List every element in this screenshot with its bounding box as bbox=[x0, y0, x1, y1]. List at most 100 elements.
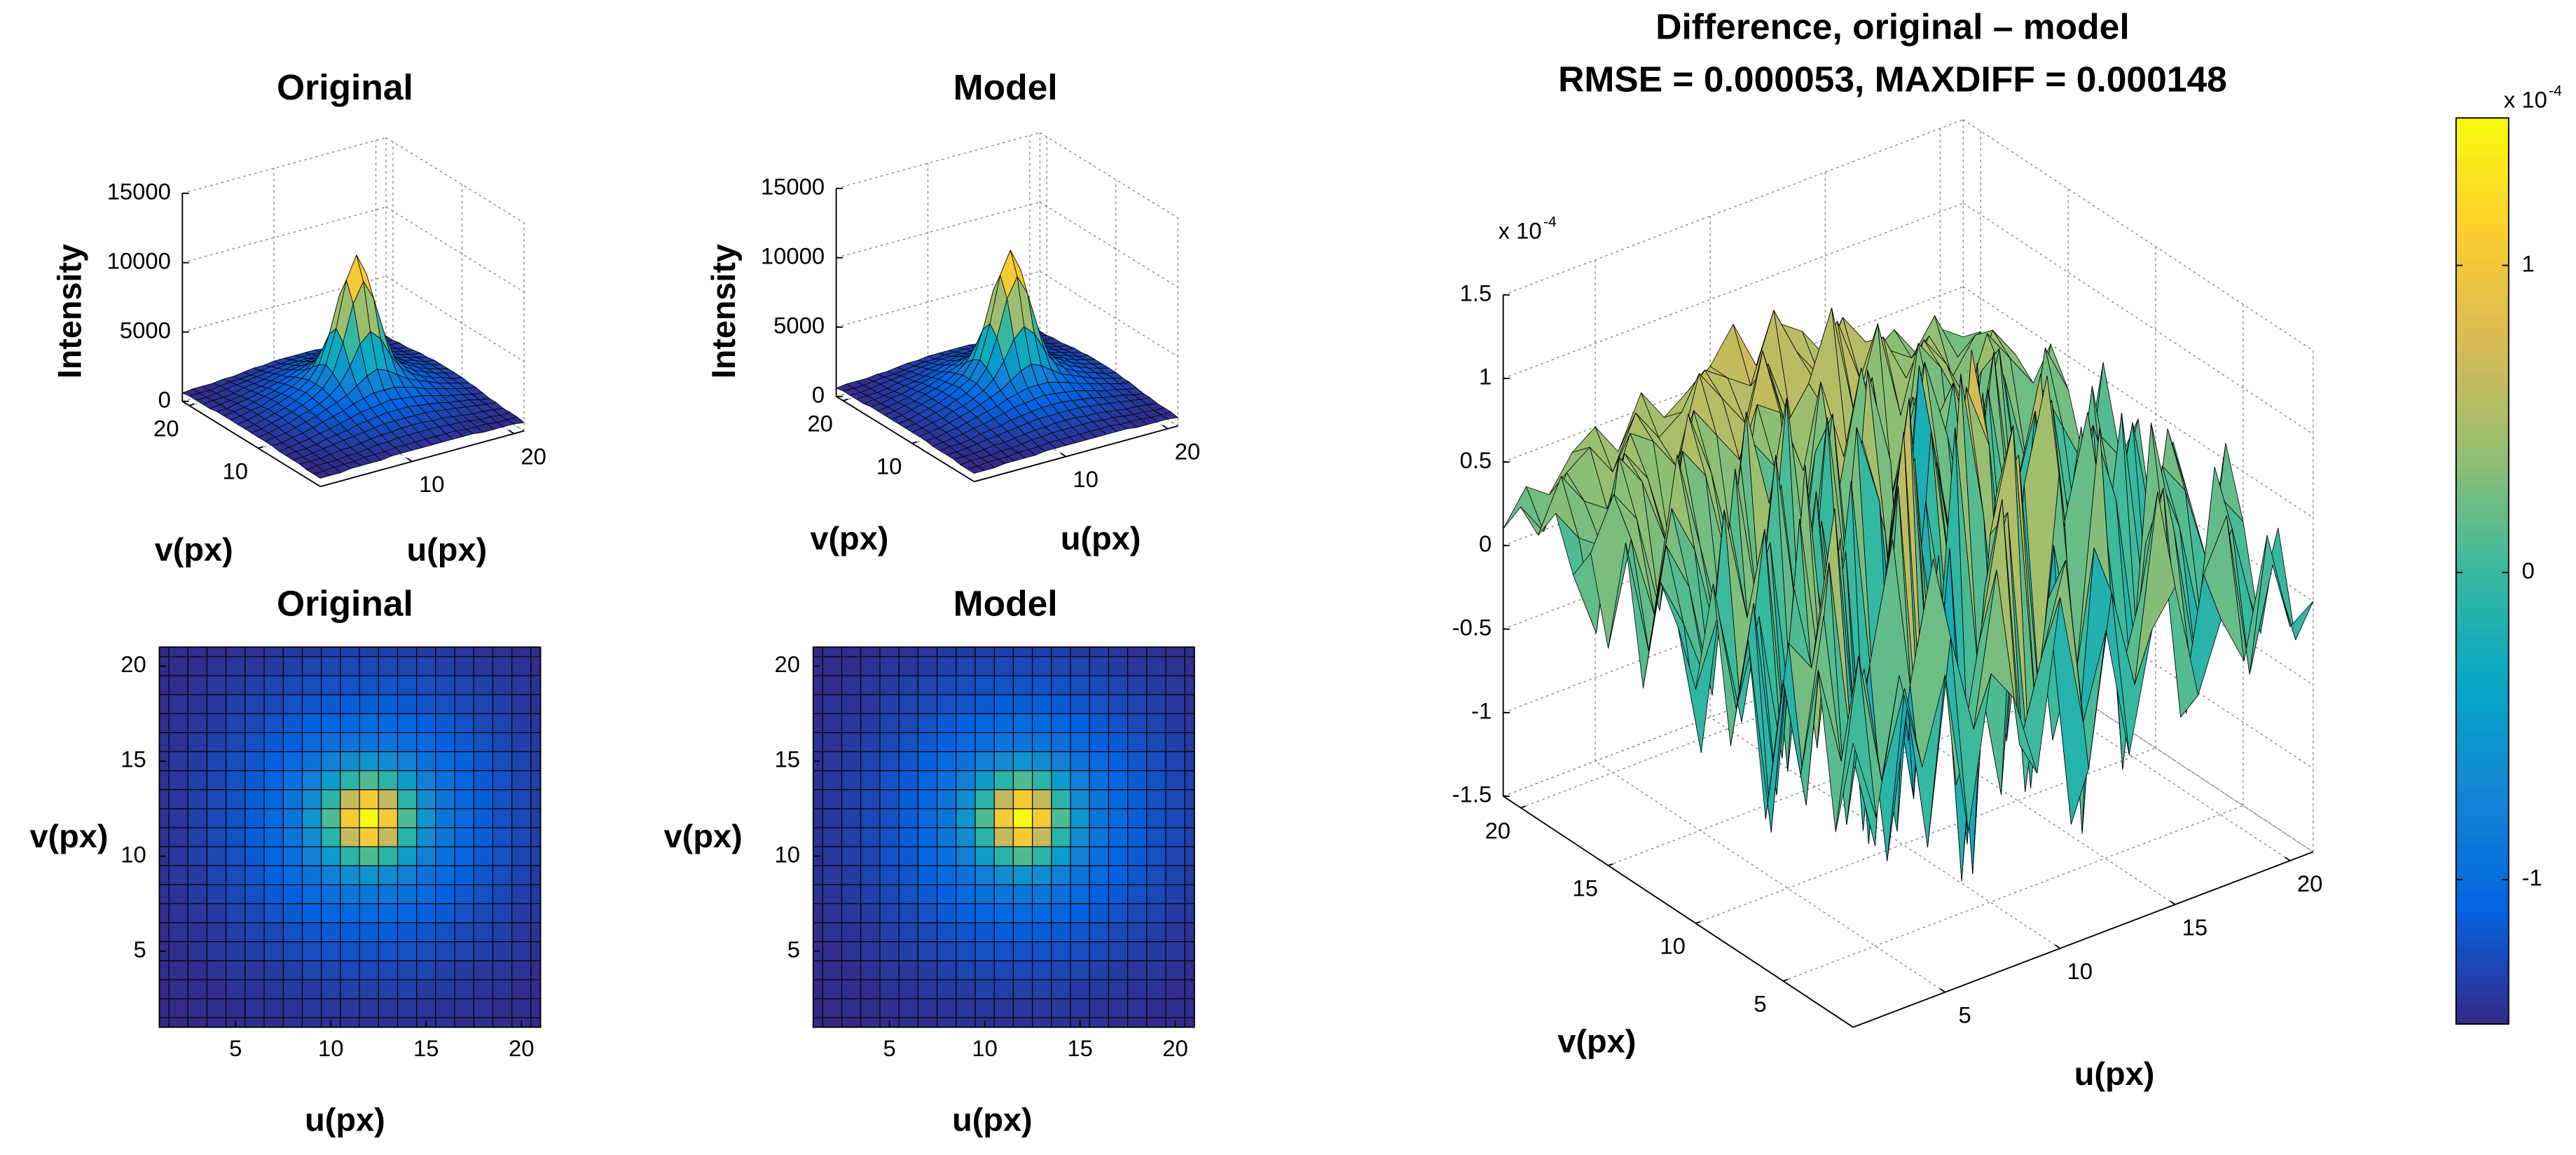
heatmap-cell bbox=[898, 646, 918, 657]
heatmap-cell bbox=[158, 675, 170, 695]
heatmap-cell bbox=[993, 979, 1014, 999]
heatmap-cell bbox=[956, 960, 976, 980]
heatmap-cell bbox=[530, 979, 542, 999]
z-tick-label: 1 bbox=[1479, 364, 1492, 390]
plot-frame bbox=[812, 646, 1195, 1028]
heatmap-cell bbox=[1108, 751, 1129, 772]
heatmap-cell bbox=[1070, 789, 1090, 809]
heatmap-cell bbox=[530, 846, 542, 866]
heatmap-cell bbox=[244, 846, 265, 866]
heatmap-cell bbox=[435, 646, 455, 657]
heatmap-cell bbox=[879, 846, 900, 866]
heatmap-cell bbox=[359, 789, 379, 809]
heatmap-cell bbox=[822, 646, 843, 657]
y-axis bbox=[181, 400, 321, 488]
colorbar-slice bbox=[2456, 476, 2509, 487]
x-tick-label: 10 bbox=[318, 1035, 344, 1061]
heatmap-cell bbox=[511, 903, 532, 924]
heatmap-cell bbox=[378, 646, 399, 657]
heatmap-cell bbox=[1127, 865, 1148, 885]
heatmap-cell bbox=[435, 656, 455, 676]
heatmap-cell bbox=[492, 808, 513, 828]
heatmap-cell bbox=[1146, 694, 1166, 714]
heatmap-cell bbox=[301, 865, 322, 885]
heatmap-cell bbox=[282, 732, 303, 753]
heatmap-cell bbox=[822, 884, 843, 904]
heatmap-cell bbox=[993, 656, 1014, 676]
heatmap-cell bbox=[822, 770, 843, 791]
colorbar-slice bbox=[2456, 788, 2509, 798]
heatmap-cell bbox=[1012, 960, 1033, 980]
heatmap-cell bbox=[435, 865, 455, 885]
heatmap-cell bbox=[917, 865, 938, 885]
colorbar-slice bbox=[2456, 722, 2509, 732]
colorbar-slice bbox=[2456, 731, 2509, 742]
heatmap-cell bbox=[340, 694, 360, 714]
heatmap-cell bbox=[1089, 827, 1110, 847]
heatmap-cell bbox=[378, 789, 399, 809]
heatmap-cell bbox=[1184, 713, 1195, 733]
heatmap-cell bbox=[492, 884, 513, 904]
y-axis bbox=[836, 395, 975, 483]
heatmap-cell bbox=[416, 694, 436, 714]
colorbar-slice bbox=[2456, 976, 2509, 987]
heatmap-cell bbox=[168, 656, 188, 676]
heatmap-cell bbox=[974, 675, 995, 695]
heatmap-cell bbox=[1146, 789, 1166, 809]
heatmap-cell bbox=[1184, 675, 1195, 695]
heatmap-cell bbox=[435, 808, 455, 828]
heatmap-cell bbox=[1165, 770, 1185, 791]
heatmap-cell bbox=[263, 922, 284, 943]
heatmap-cell bbox=[993, 922, 1014, 943]
heatmap-cell bbox=[530, 770, 542, 791]
heatmap-cell bbox=[454, 751, 474, 772]
heatmap-cell bbox=[435, 922, 455, 943]
heatmap-cell bbox=[1012, 694, 1033, 714]
heatmap-cell bbox=[993, 884, 1014, 904]
heatmap-cell bbox=[1108, 827, 1129, 847]
heatmap-cell bbox=[956, 846, 976, 866]
heatmap-cell bbox=[841, 713, 862, 733]
heatmap-cell bbox=[1012, 903, 1033, 924]
heatmap-cell bbox=[1032, 770, 1052, 791]
heatmap-cell bbox=[1032, 979, 1052, 999]
heatmap-cell bbox=[822, 846, 843, 866]
heatmap-cell bbox=[841, 865, 862, 885]
heatmap-cell bbox=[974, 884, 995, 904]
heatmap-cell bbox=[1165, 732, 1185, 753]
heatmap-cell bbox=[1108, 675, 1129, 695]
heatmap-cell bbox=[937, 713, 957, 733]
colorbar-slice bbox=[2456, 580, 2509, 591]
heatmap-cell bbox=[841, 789, 862, 809]
heatmap-cell bbox=[993, 789, 1014, 809]
heatmap-cell bbox=[340, 903, 360, 924]
heatmap-cell bbox=[993, 675, 1014, 695]
heatmap-cell bbox=[321, 922, 341, 943]
heatmap-cell bbox=[473, 770, 494, 791]
heatmap-cell bbox=[206, 1017, 227, 1028]
heatmap-cell bbox=[263, 846, 284, 866]
heatmap-cell bbox=[158, 789, 170, 809]
heatmap-cell bbox=[1089, 884, 1110, 904]
colorbar-slice bbox=[2456, 240, 2509, 251]
x-tick-label: 20 bbox=[1175, 439, 1201, 465]
heatmap-cell bbox=[860, 713, 881, 733]
heatmap-cell bbox=[879, 732, 900, 753]
grid-line bbox=[836, 271, 1040, 328]
heatmap-cell bbox=[321, 941, 341, 962]
heatmap-cell bbox=[898, 941, 918, 962]
heatmap-cell bbox=[492, 865, 513, 885]
heatmap-cell bbox=[530, 922, 542, 943]
colorbar-slice bbox=[2456, 684, 2509, 695]
heatmap-cell bbox=[282, 998, 303, 1018]
heatmap-cell bbox=[321, 656, 341, 676]
heatmap-cell bbox=[917, 770, 938, 791]
colorbar-slice bbox=[2456, 353, 2509, 364]
x-tick-label: 5 bbox=[1959, 1002, 1971, 1027]
heatmap-cell bbox=[492, 713, 513, 733]
colorbar-slice bbox=[2456, 420, 2509, 430]
heatmap-cell bbox=[416, 979, 436, 999]
heatmap-cell bbox=[282, 808, 303, 828]
heatmap-cell bbox=[1070, 941, 1090, 962]
